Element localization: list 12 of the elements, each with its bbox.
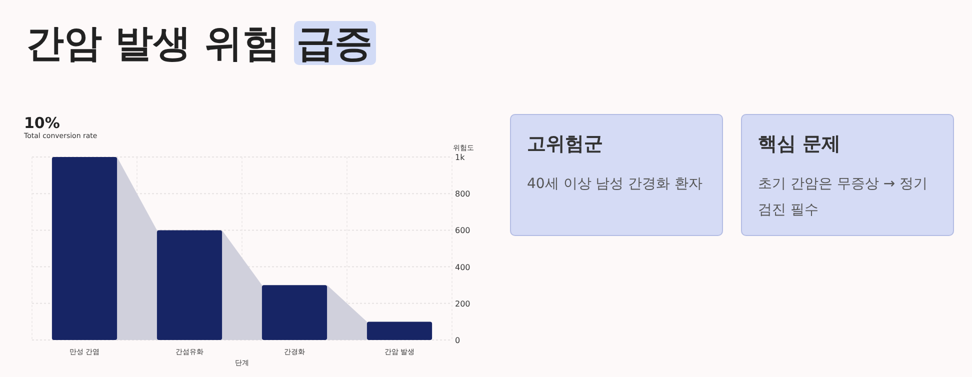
y-tick-label: 1k (455, 153, 466, 162)
chart-title: 간암 발생 위험 급증 (26, 20, 374, 67)
y-tick-label: 600 (455, 226, 470, 236)
y-tick-label: 200 (455, 299, 470, 308)
text: 10% (24, 114, 60, 132)
text: 초기 간암은 무증상 → 정기 검진 필수 (758, 175, 929, 220)
text: 40세 이상 남성 간경화 환자 (527, 175, 704, 194)
y-tick-label: 0 (455, 336, 460, 345)
y-tick-label: 400 (455, 262, 470, 272)
text: 고위험군 (527, 132, 604, 157)
y-tick-label: 800 (455, 190, 470, 199)
text: 핵심 문제 (758, 132, 842, 157)
